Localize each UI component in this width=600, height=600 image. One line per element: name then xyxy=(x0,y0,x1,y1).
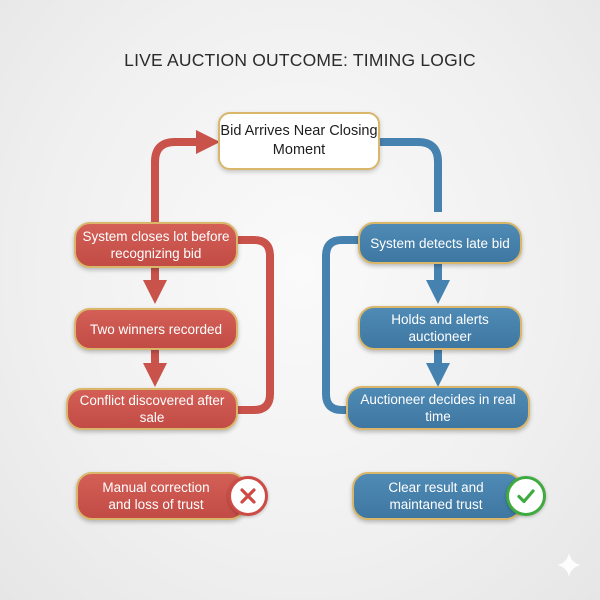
left-outcome-label: Manual correction and loss of trust xyxy=(102,480,210,512)
right-outcome-label: Clear result and maintaned trust xyxy=(388,480,484,512)
arrow-left-to-start xyxy=(151,130,220,225)
right-step-1: System detects late bid xyxy=(358,222,522,264)
right-step-2-label: Holds and alerts auctioneer xyxy=(391,312,489,344)
right-step-3-label: Auctioneer decides in real time xyxy=(360,392,516,424)
left-step-3: Conflict discovered after sale xyxy=(66,388,238,430)
arrow-right-loop xyxy=(322,236,360,414)
left-step-1-label: System closes lot before recognizing bid xyxy=(82,229,230,261)
left-step-1: System closes lot before recognizing bid xyxy=(74,222,238,268)
left-step-2-label: Two winners recorded xyxy=(89,321,223,337)
right-step-3: Auctioneer decides in real time xyxy=(346,386,530,430)
sparkle-icon xyxy=(557,553,581,577)
right-step-2: Holds and alerts auctioneer xyxy=(358,306,522,350)
arrow-left-loop xyxy=(236,236,274,414)
right-outcome: Clear result and maintaned trust xyxy=(352,472,522,520)
left-outcome: Manual correction and loss of trust xyxy=(76,472,246,520)
arrow-start-to-right xyxy=(380,138,442,212)
start-node-label: Bid Arrives Near Closing Moment xyxy=(220,123,378,158)
left-step-3-label: Conflict discovered after sale xyxy=(79,393,225,425)
x-circle-icon xyxy=(228,476,268,516)
page-title: LIVE AUCTION OUTCOME: TIMING LOGIC xyxy=(124,50,476,70)
left-step-2: Two winners recorded xyxy=(74,308,238,350)
start-node: Bid Arrives Near Closing Moment xyxy=(218,112,380,170)
check-circle-icon xyxy=(506,476,546,516)
right-step-1-label: System detects late bid xyxy=(370,235,510,251)
